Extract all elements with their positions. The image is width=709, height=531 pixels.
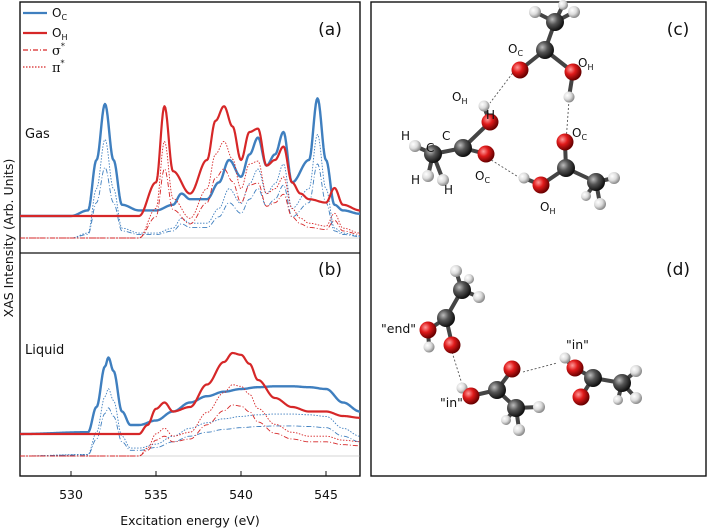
x-tick-label: 535 <box>144 487 168 502</box>
pi-component-oc <box>20 134 361 239</box>
site-label-in-1: "in" <box>440 395 463 410</box>
label-oh-right: OH <box>540 200 555 216</box>
legend-sigma: σ* <box>52 42 65 59</box>
label-h-left: H <box>486 108 495 122</box>
x-ticks: 530 535 540 545 <box>59 471 338 502</box>
curve-oh-panel-a <box>19 105 361 218</box>
pi-component-oh <box>20 140 361 239</box>
plot-frame <box>19 1 361 477</box>
curves <box>19 97 361 457</box>
pi-component-oc <box>20 388 361 457</box>
sigma-component-oh <box>20 168 361 239</box>
label-oc-top: OC <box>508 42 523 58</box>
x-tick-label: 540 <box>229 487 253 502</box>
curve-oc-panel-a <box>19 97 361 218</box>
atom-labels-c: OC OH OH H H C C H H OC OC OH <box>401 42 593 216</box>
curve-oc-panel-b <box>19 356 361 436</box>
site-label-end: "end" <box>381 321 416 336</box>
panel-a-label: Gas <box>25 127 50 142</box>
x-axis-label: Excitation energy (eV) <box>120 513 259 528</box>
y-axis-label: XAS Intensity (Arb. Units) <box>1 159 16 318</box>
panel-a-tag: (a) <box>318 20 342 40</box>
label-c-1: C <box>442 129 450 143</box>
trimer-liquid <box>419 265 642 436</box>
sigma-component-oc <box>20 163 361 239</box>
label-oh-left: OH <box>452 90 467 106</box>
molecule-frame <box>370 1 707 477</box>
label-oh-top: OH <box>578 56 593 72</box>
panel-b-label: Liquid <box>25 343 64 358</box>
legend-oc-main: OC <box>52 6 67 22</box>
panel-b-tag: (b) <box>318 260 342 280</box>
x-tick-label: 530 <box>59 487 83 502</box>
label-oc-left: OC <box>475 169 490 185</box>
panel-d-tag: (d) <box>666 260 690 280</box>
curve-oh-panel-b <box>19 351 361 436</box>
sigma-component-oc <box>20 407 361 457</box>
legend-pi: π* <box>52 59 65 76</box>
label-h-2: H <box>411 173 420 187</box>
sigma-component-oh <box>20 404 360 457</box>
panel-c-tag: (c) <box>667 20 690 40</box>
label-oc-right: OC <box>572 126 587 142</box>
legend: OC OH σ* π* <box>23 6 67 76</box>
site-label-in-2: "in" <box>566 337 589 352</box>
trimer-gas <box>409 0 620 210</box>
label-h-1: H <box>401 129 410 143</box>
legend-oh-main: OH <box>52 26 67 42</box>
label-h-3: H <box>444 183 453 197</box>
x-tick-label: 545 <box>314 487 338 502</box>
label-c-2: C <box>426 141 434 155</box>
pi-component-oh <box>20 384 361 457</box>
